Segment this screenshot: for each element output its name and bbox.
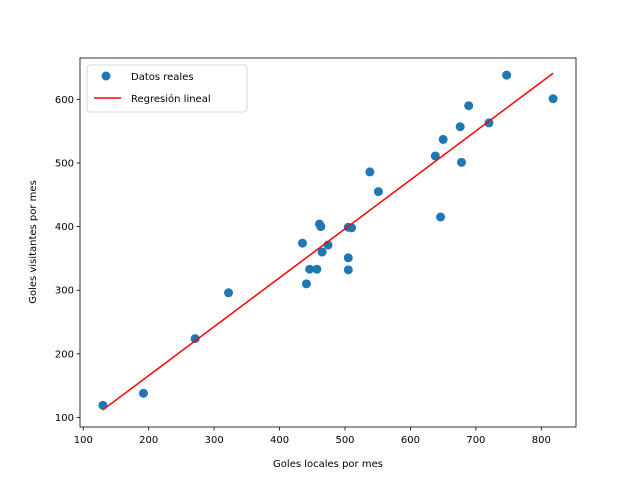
legend-label-scatter: Datos reales — [131, 72, 194, 83]
y-tick-label: 600 — [55, 95, 74, 106]
y-tick-label: 300 — [55, 286, 74, 297]
data-point — [224, 288, 234, 298]
data-point — [455, 122, 465, 132]
regression-line — [102, 72, 554, 411]
data-point — [456, 157, 466, 167]
data-point — [430, 151, 440, 161]
data-point — [190, 334, 200, 344]
data-point — [343, 265, 353, 275]
axes-frame — [79, 57, 577, 428]
data-point — [373, 187, 383, 197]
data-point — [502, 70, 512, 80]
y-tick-label: 500 — [55, 158, 74, 169]
legend-marker-scatter — [101, 71, 111, 81]
data-point — [297, 238, 307, 248]
legend: Datos reales Regresión lineal — [86, 64, 248, 113]
data-point — [317, 247, 327, 257]
x-tick-label: 700 — [466, 435, 485, 446]
x-axis-label: Goles locales por mes — [273, 459, 383, 470]
data-point — [436, 212, 446, 222]
data-point — [484, 118, 494, 128]
data-point — [316, 222, 326, 232]
data-point — [365, 167, 375, 177]
plot-area — [98, 70, 558, 411]
x-tick-label: 100 — [74, 435, 93, 446]
axes: 100 200 300 400 500 600 700 800 100 200 300 400 500 6… — [55, 57, 577, 446]
data-point — [548, 94, 558, 104]
x-tick-label: 200 — [139, 435, 158, 446]
x-tick-label: 400 — [270, 435, 289, 446]
x-tick-label: 300 — [205, 435, 224, 446]
data-point — [312, 264, 322, 274]
y-tick-label: 100 — [55, 413, 74, 424]
data-point — [305, 264, 315, 274]
data-point — [301, 279, 311, 289]
legend-label-line: Regresión lineal — [131, 93, 211, 105]
data-point — [438, 134, 448, 144]
data-point — [138, 388, 148, 398]
y-tick-label: 200 — [55, 349, 74, 360]
y-tick-label: 400 — [55, 222, 74, 233]
data-point — [343, 253, 353, 263]
data-point — [98, 400, 108, 410]
y-axis-label: Goles visitantes por mes — [28, 180, 39, 304]
legend-box — [86, 64, 248, 113]
x-tick-label: 500 — [335, 435, 354, 446]
x-tick-label: 800 — [532, 435, 551, 446]
data-point — [464, 101, 474, 111]
x-tick-label: 600 — [401, 435, 420, 446]
